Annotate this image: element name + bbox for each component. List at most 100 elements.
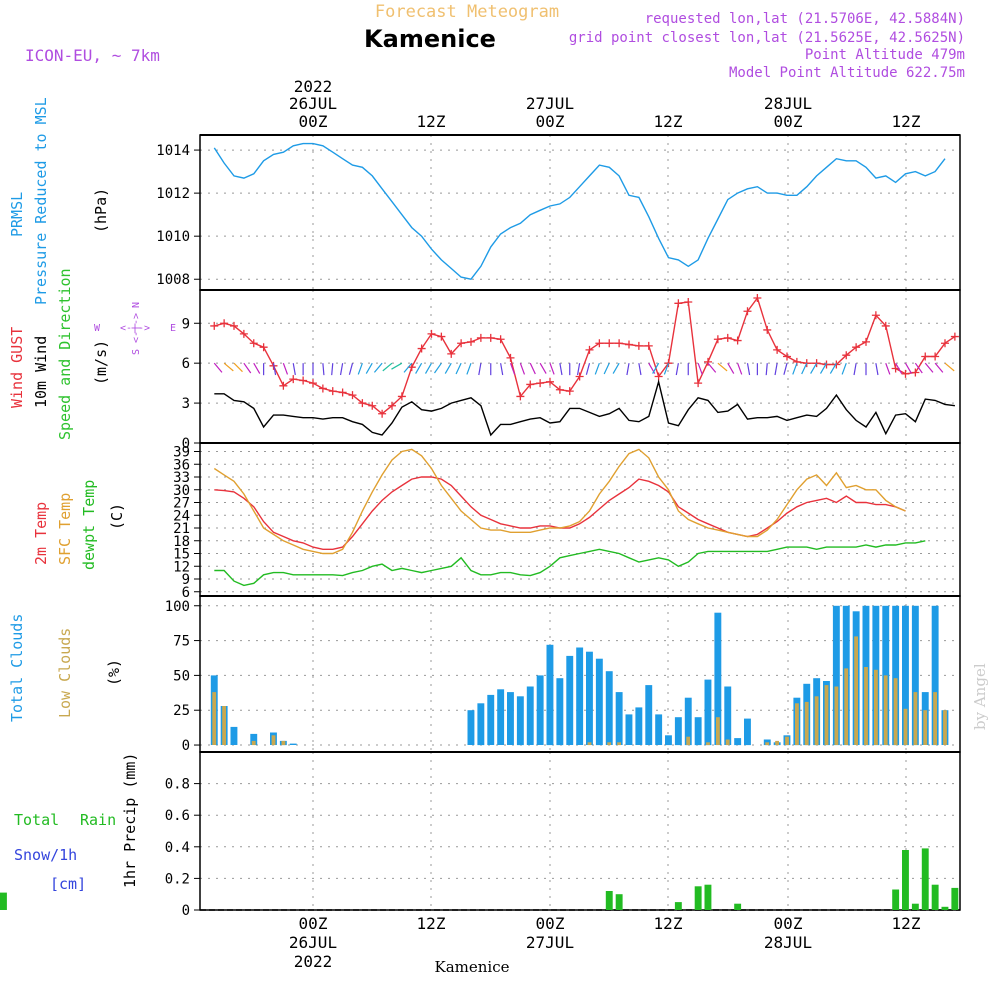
wind-arrow [944, 362, 955, 372]
compass-ns-arrow: <-|-> [131, 313, 142, 343]
ytick-label-1-1: 3 [182, 396, 190, 412]
wind-arrow [638, 363, 642, 376]
bar-cloud [605, 671, 613, 745]
bottom-day-1: 26JUL [289, 933, 337, 952]
wind-arrow [357, 362, 363, 375]
gust-point [437, 332, 446, 341]
label-low-clouds: Low Clouds [56, 628, 74, 718]
gust-point [852, 343, 861, 352]
bar-cloud [507, 692, 514, 745]
label-ms: (m/s) [92, 340, 110, 385]
ytick-label-1-3: 9 [182, 316, 190, 332]
label-pressure-msl: Pressure Reduced to MSL [32, 97, 50, 305]
gust-point [378, 409, 387, 418]
wind-arrow [233, 362, 243, 373]
compass-s: S [131, 349, 142, 355]
top-hour-6: 12Z [892, 112, 921, 131]
gust-point [585, 345, 594, 354]
bottom-hour-2: 12Z [417, 914, 446, 933]
label-2m-temp: 2m Temp [32, 502, 50, 565]
gust-point [595, 339, 604, 348]
bar2-cloud [281, 740, 286, 746]
ytick-label-2-3: 15 [173, 547, 190, 563]
ytick-label-0-2: 1012 [156, 186, 190, 202]
bar2-cloud [874, 669, 878, 745]
bar-precip [941, 906, 949, 910]
gust-point [427, 329, 436, 338]
gust-point [476, 333, 485, 342]
ytick-label-3-2: 50 [173, 668, 190, 684]
label-sfc-temp: SFC Temp [56, 493, 74, 565]
label-10m-wind: 10m Wind [32, 336, 50, 408]
bar-precip [931, 884, 939, 910]
bar-cloud [566, 655, 574, 745]
panel-frame [199, 134, 961, 291]
bar-cloud [911, 605, 919, 746]
bar2-cloud [893, 678, 898, 746]
gust-point [713, 335, 722, 344]
wind-arrow [853, 363, 857, 376]
wind-arrow [539, 362, 547, 374]
gust-point [753, 293, 762, 302]
gust-point [318, 384, 327, 393]
gust-point [644, 341, 653, 350]
bar2-cloud [834, 686, 839, 745]
gust-point [338, 388, 347, 397]
bar2-cloud [775, 740, 779, 746]
bar-cloud [586, 651, 593, 745]
wind-arrow [626, 363, 630, 376]
bar-precip [921, 848, 929, 910]
top-hour-3: 00Z [536, 112, 565, 131]
panel-frame [199, 289, 961, 444]
bar-cloud [497, 689, 505, 745]
bottom-hour-1: 00Z [299, 914, 328, 933]
gust-point [486, 333, 495, 342]
bar-precip [892, 889, 900, 910]
chart-title: Forecast Meteogram [375, 2, 559, 22]
gust-point [773, 345, 782, 354]
gust-point [615, 339, 624, 348]
top-day-2: 27JUL [526, 94, 574, 113]
footer-location: Kamenice [435, 958, 510, 976]
model-altitude: Model Point Altitude 622.75m [729, 65, 965, 81]
gust-point [289, 375, 298, 384]
bottom-day-2: 27JUL [526, 933, 574, 952]
wind-arrow [717, 362, 728, 372]
gust-point [447, 349, 456, 358]
gust-point [684, 297, 693, 306]
bar-precip [902, 850, 909, 910]
bottom-year: 2022 [294, 952, 333, 971]
bar2-cloud [686, 736, 691, 746]
panel-frame [199, 442, 961, 597]
wind-arrow [801, 362, 808, 375]
ytick-label-4-4: 0.8 [165, 777, 190, 793]
compass-we-arrow: <-|-> [120, 323, 150, 334]
gust-point [239, 329, 248, 338]
bar-cloud [536, 675, 544, 745]
gust-point [397, 392, 406, 401]
bar2-cloud [854, 636, 858, 745]
bar-cloud [615, 692, 623, 745]
bar-cloud [467, 710, 475, 745]
gust-point [950, 332, 959, 341]
series-2m-temp [214, 476, 906, 550]
bar2-cloud [725, 739, 730, 746]
wind-arrow [934, 362, 944, 373]
bar2-cloud [903, 708, 908, 745]
wind-arrow [339, 363, 344, 376]
wind-arrow [792, 362, 798, 375]
wind-arrow [895, 362, 903, 374]
gust-point [911, 368, 920, 377]
gust-point [368, 401, 377, 410]
wind-arrow [348, 363, 354, 375]
wind-arrow [243, 362, 252, 374]
bar-cloud [556, 678, 564, 746]
top-year: 2022 [294, 77, 333, 96]
wind-arrow [415, 362, 423, 374]
bar-cloud [744, 718, 751, 746]
series-prmsl [213, 142, 946, 280]
label-wind-gust: Wind GUST [8, 327, 26, 408]
wind-arrow [466, 362, 472, 375]
gust-point [743, 307, 752, 316]
top-day-3: 28JUL [764, 94, 812, 113]
